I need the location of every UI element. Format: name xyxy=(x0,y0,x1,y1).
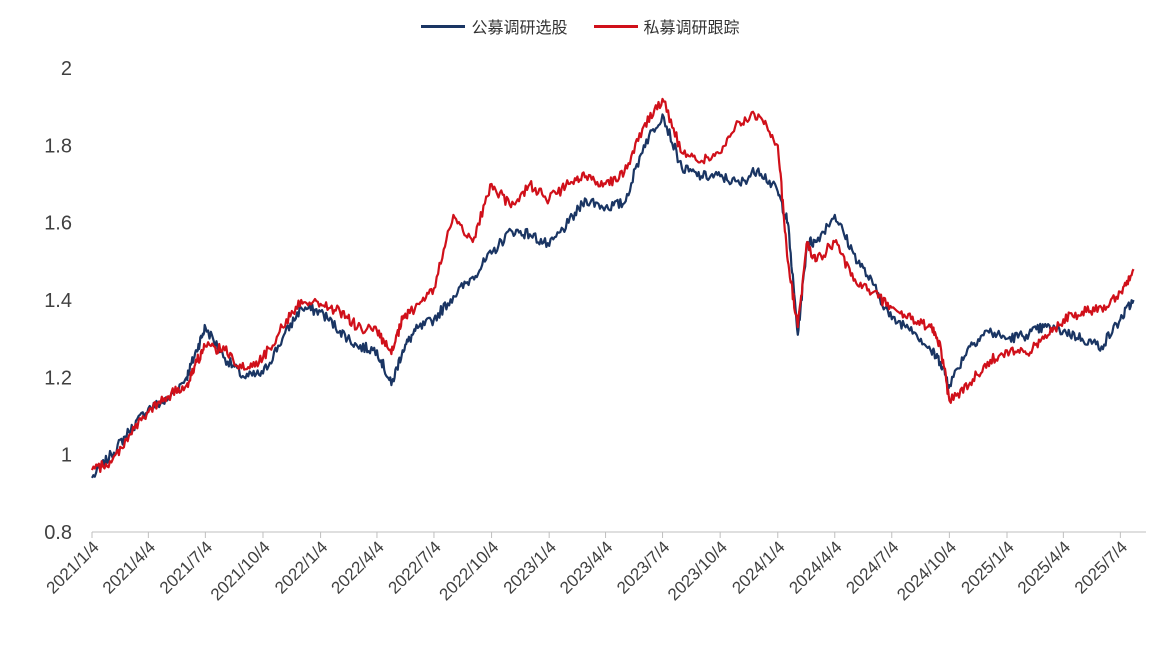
x-tick-label: 2023/4/4 xyxy=(556,537,616,597)
x-tick-label: 2021/1/4 xyxy=(43,537,103,597)
y-tick-label: 1.6 xyxy=(44,213,72,235)
x-tick-label: 2022/4/4 xyxy=(328,537,388,597)
x-tick-label: 2024/10/4 xyxy=(893,537,960,604)
y-tick-label: 1.4 xyxy=(44,290,72,312)
legend-label-public: 公募调研选股 xyxy=(471,18,568,37)
x-tick-label: 2025/1/4 xyxy=(958,537,1018,597)
x-tick-label: 2023/1/4 xyxy=(500,537,560,597)
x-tick-label: 2024/1/4 xyxy=(728,537,788,597)
legend-item-public: 公募调研选股 xyxy=(421,14,568,38)
x-tick-label: 2024/7/4 xyxy=(842,537,902,597)
x-tick-label: 2022/1/4 xyxy=(271,537,331,597)
x-tick-label: 2021/7/4 xyxy=(156,537,216,597)
y-tick-label: 0.8 xyxy=(44,522,72,544)
legend-label-private: 私募调研跟踪 xyxy=(643,18,740,37)
x-tick-label: 2023/7/4 xyxy=(613,537,673,597)
x-tick-label: 2025/7/4 xyxy=(1071,537,1131,597)
x-tick-label: 2022/10/4 xyxy=(435,537,502,604)
x-tick-label: 2025/4/4 xyxy=(1014,537,1074,597)
legend-item-private: 私募调研跟踪 xyxy=(593,14,740,38)
legend-swatch-private xyxy=(593,24,638,28)
x-tick-label: 2024/4/4 xyxy=(785,537,845,597)
x-tick-label: 2021/4/4 xyxy=(99,537,159,597)
chart-legend: 公募调研选股 私募调研跟踪 xyxy=(0,14,1161,38)
series-line-public xyxy=(91,113,1135,479)
x-tick-label: 2022/7/4 xyxy=(385,537,445,597)
y-tick-label: 1.2 xyxy=(44,367,72,389)
y-tick-label: 1 xyxy=(61,445,72,467)
y-tick-label: 2 xyxy=(61,58,72,80)
series-line-private xyxy=(90,97,1135,473)
x-tick-label: 2021/10/4 xyxy=(207,537,274,604)
x-tick-label: 2023/10/4 xyxy=(664,537,731,604)
legend-swatch-public xyxy=(421,24,466,28)
y-tick-label: 1.8 xyxy=(44,135,72,157)
